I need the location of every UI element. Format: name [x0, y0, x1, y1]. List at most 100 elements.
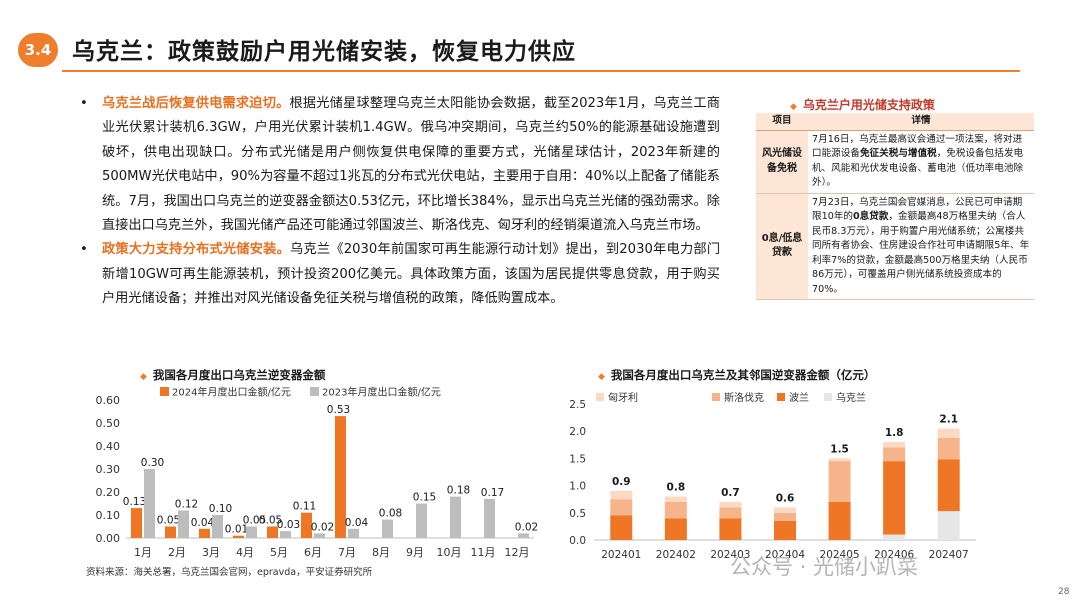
bar	[348, 528, 359, 538]
data-label: 0.11	[293, 501, 316, 513]
x-tick-label: 7月	[338, 546, 356, 559]
bar	[212, 515, 223, 538]
chart-neighbors-stacked: 0.0 0.5 1.0 1.5 2.0 2.5 匈牙利 斯洛伐克 波兰 乌克兰 0.9 202401 0…	[569, 391, 976, 561]
policy-detail-text: ，金额最高48万格里夫纳（合人民币8.3万元），用于购置户用光储系统；公寓楼共同…	[812, 211, 1030, 295]
data-label: 0.02	[311, 521, 334, 533]
y-tick-label: 0.10	[96, 509, 121, 522]
diamond-icon: ◆	[790, 102, 797, 112]
bullet-dot-icon: •	[80, 242, 88, 258]
stacked-segment	[828, 458, 851, 462]
chart2-title: ◆ 我国各月度出口乌克兰及其邻国逆变器金额（亿元）	[598, 367, 875, 383]
x-tick-label: 202401	[601, 549, 641, 561]
y-tick-label: 0.50	[96, 417, 121, 430]
policy-header-detail: 详情	[808, 113, 1034, 131]
total-label: 0.8	[667, 481, 686, 493]
x-tick-label: 202405	[820, 549, 860, 561]
legend-label: 乌克兰	[836, 391, 866, 404]
y-tick-label: 0.20	[96, 486, 121, 499]
data-label: 0.30	[141, 457, 164, 469]
bar	[314, 533, 325, 538]
data-label: 0.12	[175, 498, 198, 510]
legend-swatch	[160, 387, 169, 396]
stacked-segment	[664, 496, 687, 502]
stacked-segment	[719, 518, 742, 540]
x-tick-label: 5月	[270, 546, 288, 559]
data-label: 0.15	[413, 492, 436, 504]
x-tick-label: 4月	[236, 546, 254, 559]
legend-label: 波兰	[789, 391, 809, 404]
policy-item: 风光储设备免税	[756, 130, 808, 194]
stacked-segment	[937, 437, 960, 460]
y-tick-label: 0.00	[96, 532, 121, 545]
data-label: 0.03	[277, 519, 300, 531]
bullet-highlight: 乌克兰战后恢复供电需求迫切。	[102, 96, 290, 111]
policy-row: 风光储设备免税 7月16日，乌克兰最高议会通过一项法案，将对进口能源设备免征关税…	[756, 130, 1034, 194]
data-label: 0.05	[157, 515, 180, 527]
stacked-segment	[610, 491, 633, 500]
y-tick-label: 0.30	[96, 463, 121, 476]
bar	[382, 519, 393, 538]
x-tick-label: 202404	[765, 549, 805, 561]
bullet-item: • 政策大力支持分布式光储安装。乌克兰《2030年前国家可再生能源行动计划》提出…	[80, 238, 720, 311]
policy-detail-text: 7月23日，乌克兰国会官媒消息，公民已可申请期限10年的	[812, 196, 1023, 223]
legend-swatch	[712, 393, 720, 401]
data-label: 0.17	[481, 487, 504, 499]
stacked-segment	[883, 461, 906, 535]
y-tick-label: 2.0	[569, 426, 586, 438]
bullet-list: • 乌克兰战后恢复供电需求迫切。根据光储星球整理乌克兰太阳能协会数据，截至202…	[80, 92, 720, 312]
chart1-title: ◆ 我国各月度出口乌克兰逆变器金额	[140, 367, 325, 383]
policy-table: 项目 详情 风光储设备免税 7月16日，乌克兰最高议会通过一项法案，将对进口能源…	[756, 113, 1034, 300]
bar	[131, 508, 142, 538]
legend-swatch	[310, 387, 319, 396]
y-tick-label: 0.0	[569, 535, 586, 547]
data-label: 0.18	[447, 485, 470, 497]
data-label: 0.04	[191, 517, 215, 529]
stacked-segment	[719, 501, 742, 508]
policy-detail-bold: 0息贷款	[853, 211, 889, 222]
stacked-segment	[883, 534, 906, 540]
total-label: 1.5	[830, 443, 849, 455]
stacked-segment	[937, 459, 960, 512]
y-tick-label: 0.5	[569, 508, 586, 520]
watermark: 公众号 · 光储小趴菜	[730, 555, 919, 579]
policy-table-title: ◆ 乌克兰户用光储支持政策	[790, 96, 935, 113]
policy-detail: 7月16日，乌克兰最高议会通过一项法案，将对进口能源设备免征关税与增值税，免税设…	[808, 130, 1034, 194]
stacked-segment	[610, 499, 633, 516]
x-tick-label: 8月	[372, 546, 390, 559]
y-tick-label: 1.0	[569, 481, 586, 493]
legend-label: 匈牙利	[608, 391, 638, 404]
bullet-item: • 乌克兰战后恢复供电需求迫切。根据光储星球整理乌克兰太阳能协会数据，截至202…	[80, 92, 720, 238]
data-label: 0.08	[379, 508, 402, 520]
bullet-highlight: 政策大力支持分布式光储安装。	[102, 242, 291, 258]
bar	[144, 469, 155, 538]
stacked-segment	[883, 442, 906, 448]
data-label: 0.05	[243, 515, 266, 527]
diamond-icon: ◆	[598, 372, 605, 382]
x-tick-label: 202403	[710, 549, 750, 561]
stacked-segment	[719, 507, 742, 519]
bar	[280, 531, 291, 538]
data-label: 0.02	[515, 521, 538, 533]
stacked-segment	[774, 512, 796, 521]
legend-label: 2023年月度出口金额/亿元	[322, 386, 441, 399]
x-tick-label: 1月	[134, 546, 152, 559]
stacked-segment	[610, 515, 633, 540]
title-divider	[62, 70, 1020, 72]
policy-detail-text: 7月16日，乌克兰最高议会通过一项法案，将对进口能源设备	[812, 133, 1023, 160]
chart-ukraine-monthly: 0.00 0.10 0.20 0.30 0.40 0.50 0.60 2024年月度出口金额/…	[96, 386, 539, 560]
x-tick-label: 202406	[874, 549, 914, 561]
legend-swatch	[596, 393, 604, 401]
bar	[178, 510, 189, 538]
policy-title-text: 乌克兰户用光储支持政策	[802, 98, 935, 112]
bar	[335, 416, 346, 538]
bullet-dot-icon: •	[80, 96, 88, 111]
stacked-segment	[664, 501, 687, 519]
legend-swatch	[824, 393, 832, 401]
x-tick-label: 10月	[437, 546, 462, 559]
policy-item: 0息/低息贷款	[756, 193, 808, 300]
total-label: 0.6	[776, 492, 795, 504]
legend-label: 斯洛伐克	[724, 391, 764, 404]
bar	[518, 533, 529, 538]
data-label: 0.01	[225, 524, 248, 536]
legend-swatch	[777, 393, 785, 401]
